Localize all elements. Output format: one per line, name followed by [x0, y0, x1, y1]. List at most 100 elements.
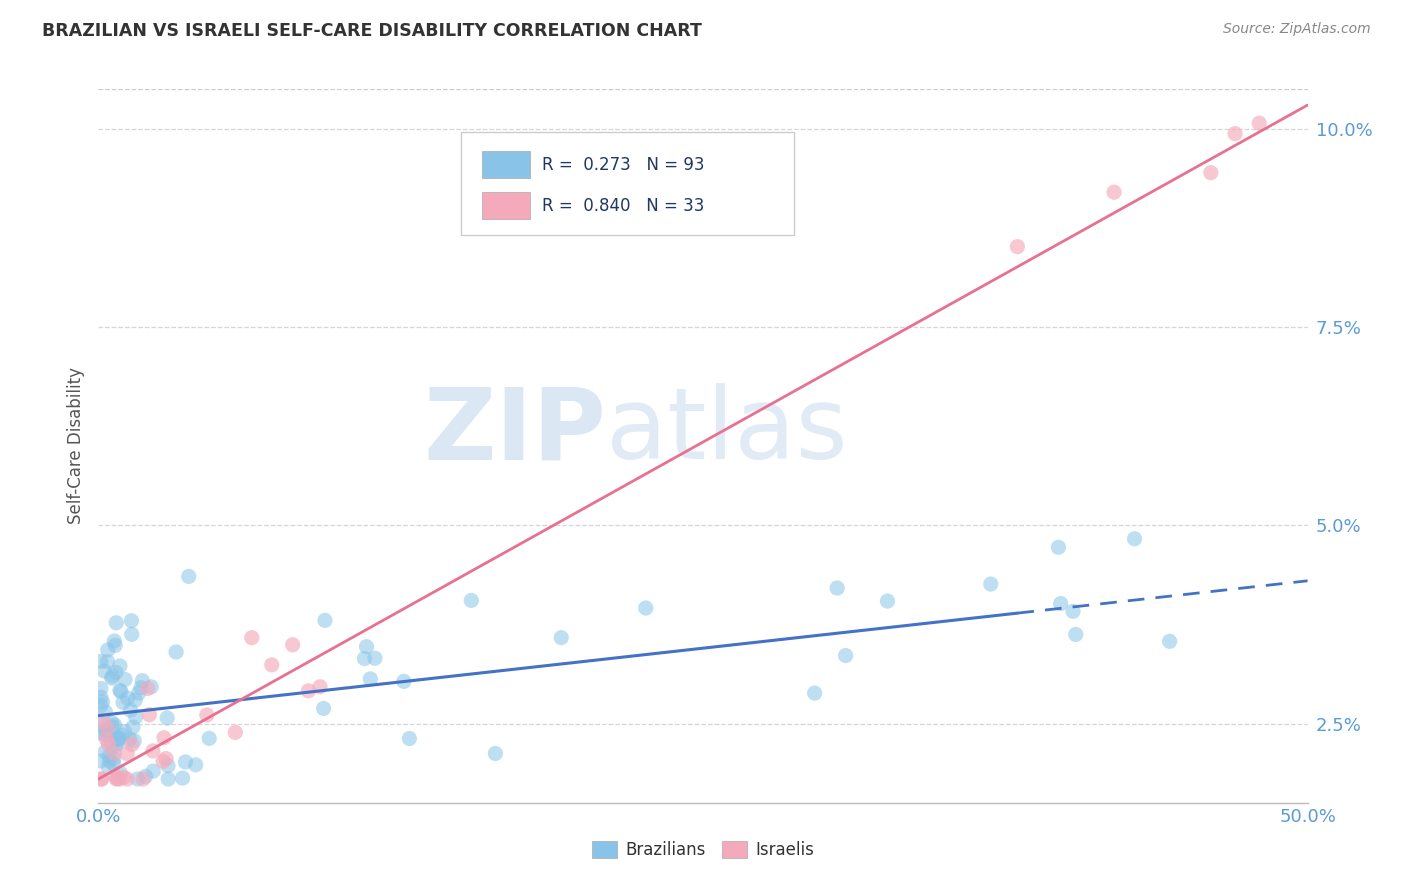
Point: [103, 751, 125, 765]
Point: [198, 731, 221, 746]
Point: [91, 714, 114, 729]
Point: [803, 686, 825, 700]
Point: [142, 744, 165, 758]
Point: [1249, 116, 1271, 130]
Point: [108, 772, 131, 786]
Point: [103, 634, 125, 648]
Point: [110, 728, 132, 742]
Text: R =  0.840   N = 33: R = 0.840 N = 33: [543, 196, 704, 214]
FancyBboxPatch shape: [461, 132, 793, 235]
Point: [90, 772, 112, 786]
Point: [125, 710, 148, 724]
Point: [460, 593, 482, 607]
Point: [980, 577, 1002, 591]
Point: [314, 614, 336, 628]
Point: [112, 770, 135, 784]
Point: [359, 672, 381, 686]
Point: [115, 747, 138, 761]
Point: [97, 643, 120, 657]
Point: [96, 729, 118, 743]
Point: [114, 724, 136, 739]
Point: [484, 747, 506, 761]
Point: [117, 691, 139, 706]
Point: [107, 732, 129, 747]
Text: Source: ZipAtlas.com: Source: ZipAtlas.com: [1223, 22, 1371, 37]
Point: [129, 681, 152, 695]
Point: [110, 684, 132, 698]
Point: [98, 754, 121, 768]
Point: [105, 731, 128, 746]
Point: [105, 772, 128, 786]
Point: [155, 751, 177, 765]
Text: ZIP: ZIP: [423, 384, 606, 480]
Point: [1049, 597, 1071, 611]
Point: [100, 736, 122, 750]
Point: [94, 705, 117, 719]
Point: [91, 695, 114, 709]
Point: [121, 738, 143, 752]
Point: [90, 726, 112, 740]
Point: [312, 701, 335, 715]
Point: [90, 654, 112, 668]
Point: [121, 627, 143, 641]
Point: [124, 693, 146, 707]
Point: [124, 733, 146, 747]
Point: [195, 708, 218, 723]
Point: [240, 631, 263, 645]
Point: [136, 681, 159, 696]
Point: [132, 772, 155, 786]
Point: [364, 651, 387, 665]
Text: R =  0.273   N = 93: R = 0.273 N = 93: [543, 156, 704, 174]
Point: [142, 764, 165, 778]
Point: [107, 731, 129, 746]
Point: [128, 686, 150, 700]
Point: [281, 638, 304, 652]
Point: [309, 680, 332, 694]
Point: [90, 772, 112, 786]
Point: [174, 755, 197, 769]
Point: [107, 731, 129, 745]
Point: [118, 732, 141, 747]
Point: [105, 772, 128, 786]
Point: [153, 731, 176, 745]
Point: [112, 695, 135, 709]
Point: [122, 720, 145, 734]
Text: atlas: atlas: [606, 384, 848, 480]
Point: [184, 757, 207, 772]
Point: [97, 737, 120, 751]
Point: [1047, 541, 1070, 555]
Bar: [482, 152, 530, 178]
Point: [115, 772, 138, 786]
Point: [550, 631, 572, 645]
Point: [108, 659, 131, 673]
Point: [103, 718, 125, 732]
Point: [1007, 240, 1029, 254]
Point: [1223, 127, 1246, 141]
Point: [1123, 532, 1146, 546]
Point: [101, 669, 124, 683]
Text: BRAZILIAN VS ISRAELI SELF-CARE DISABILITY CORRELATION CHART: BRAZILIAN VS ISRAELI SELF-CARE DISABILIT…: [42, 22, 702, 40]
Point: [297, 683, 319, 698]
Point: [1062, 604, 1084, 618]
Point: [157, 758, 180, 772]
Point: [398, 731, 420, 746]
Point: [120, 614, 142, 628]
Point: [98, 749, 121, 764]
Point: [104, 739, 127, 753]
Point: [108, 683, 131, 698]
Legend: Brazilians, Israelis: Brazilians, Israelis: [585, 834, 821, 866]
Point: [165, 645, 187, 659]
Bar: [482, 192, 530, 219]
Point: [1102, 185, 1125, 199]
Point: [127, 772, 149, 786]
Point: [156, 711, 179, 725]
Point: [90, 681, 112, 696]
Point: [131, 673, 153, 688]
Point: [104, 665, 127, 680]
Point: [114, 673, 136, 687]
Point: [103, 747, 125, 761]
Point: [876, 594, 898, 608]
Point: [96, 721, 118, 735]
Point: [100, 671, 122, 685]
Point: [141, 680, 163, 694]
